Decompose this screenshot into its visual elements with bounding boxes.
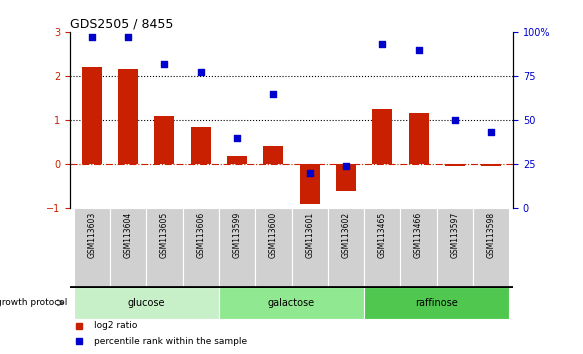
- Text: GSM113601: GSM113601: [305, 212, 314, 258]
- Text: percentile rank within the sample: percentile rank within the sample: [94, 337, 247, 346]
- Bar: [481, 164, 501, 166]
- Point: [378, 41, 387, 47]
- Bar: [264, 145, 283, 164]
- Text: GSM113602: GSM113602: [342, 212, 350, 258]
- Text: GSM113606: GSM113606: [196, 212, 205, 258]
- Point: [450, 117, 459, 123]
- Point: [87, 34, 96, 40]
- Text: GSM113600: GSM113600: [269, 212, 278, 258]
- Point: [160, 61, 169, 67]
- Text: GSM113598: GSM113598: [487, 212, 496, 258]
- Point: [487, 130, 496, 135]
- Bar: [401, 208, 437, 287]
- Bar: [255, 208, 292, 287]
- Text: galactose: galactose: [268, 298, 315, 308]
- Bar: [292, 208, 328, 287]
- Text: GSM113466: GSM113466: [414, 212, 423, 258]
- Bar: [146, 208, 182, 287]
- Point: [341, 163, 350, 169]
- Bar: [300, 164, 319, 204]
- Text: GSM113605: GSM113605: [160, 212, 169, 258]
- Bar: [336, 164, 356, 191]
- Point: [124, 34, 133, 40]
- Text: GSM113599: GSM113599: [233, 212, 241, 258]
- Bar: [73, 208, 110, 287]
- Point: [196, 70, 205, 75]
- Text: GSM113604: GSM113604: [124, 212, 132, 258]
- Bar: [154, 116, 174, 164]
- Text: GSM113603: GSM113603: [87, 212, 96, 258]
- Bar: [328, 208, 364, 287]
- Point: [269, 91, 278, 96]
- Bar: [110, 208, 146, 287]
- Point: [414, 47, 423, 52]
- Bar: [373, 109, 392, 164]
- Bar: [219, 287, 364, 319]
- Text: log2 ratio: log2 ratio: [94, 321, 138, 330]
- Bar: [118, 69, 138, 164]
- Bar: [409, 114, 429, 164]
- Text: GDS2505 / 8455: GDS2505 / 8455: [70, 18, 173, 31]
- Text: raffinose: raffinose: [416, 298, 458, 308]
- Text: glucose: glucose: [128, 298, 165, 308]
- Point: [233, 135, 242, 141]
- Text: GSM113597: GSM113597: [451, 212, 459, 258]
- Bar: [437, 208, 473, 287]
- Bar: [364, 287, 510, 319]
- Text: growth protocol: growth protocol: [0, 298, 67, 307]
- Bar: [73, 287, 219, 319]
- Bar: [473, 208, 510, 287]
- Bar: [82, 67, 102, 164]
- Text: GSM113465: GSM113465: [378, 212, 387, 258]
- Bar: [219, 208, 255, 287]
- Bar: [191, 127, 210, 164]
- Bar: [364, 208, 401, 287]
- Bar: [227, 156, 247, 164]
- Bar: [182, 208, 219, 287]
- Point: [305, 170, 314, 176]
- Bar: [445, 164, 465, 166]
